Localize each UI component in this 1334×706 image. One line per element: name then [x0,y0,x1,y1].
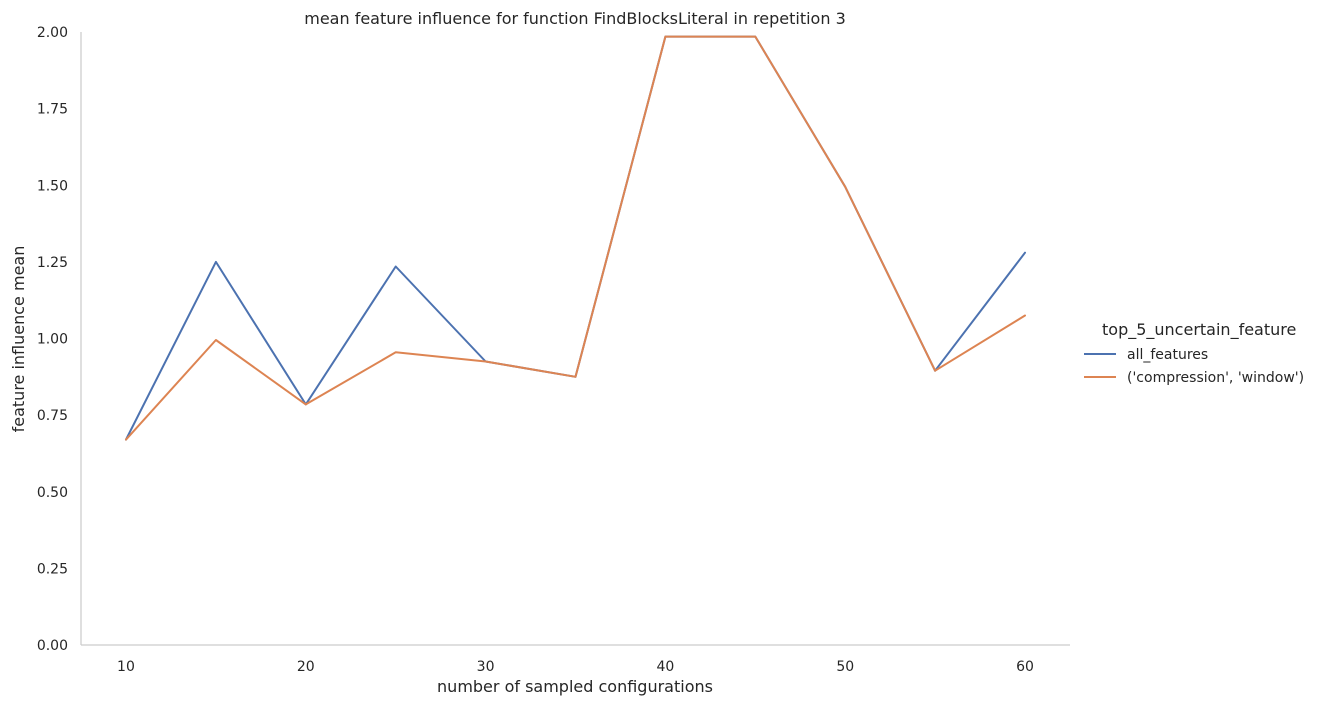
legend: top_5_uncertain_feature all_features ('co… [1084,320,1304,386]
y-tick-label: 1.25 [37,255,68,271]
x-tick-label: 20 [297,659,315,675]
y-tick-label: 0.75 [37,408,68,424]
y-tick-labels: 0.00 0.25 0.50 0.75 1.00 1.25 1.50 1.75 2.00 [37,25,68,654]
series-lines [125,35,1026,441]
y-tick-label: 1.50 [37,178,68,194]
x-tick-label: 10 [117,659,135,675]
x-tick-labels: 10 20 30 40 50 60 [117,659,1034,675]
y-tick-label: 2.00 [37,25,68,41]
y-tick-label: 0.50 [37,485,68,501]
legend-title: top_5_uncertain_feature [1102,320,1296,340]
y-tick-label: 0.00 [37,638,68,654]
x-axis-title: number of sampled configurations [437,677,713,696]
series-line-0 [125,35,1026,441]
x-tick-label: 60 [1016,659,1034,675]
y-tick-label: 0.25 [37,561,68,577]
y-tick-label: 1.75 [37,102,68,118]
series-line-1 [125,35,1026,441]
y-tick-label: 1.00 [37,332,68,348]
legend-label-1: ('compression', 'window') [1127,370,1304,386]
x-tick-label: 30 [477,659,495,675]
chart-title: mean feature influence for function Find… [304,9,846,28]
legend-label-0: all_features [1127,347,1208,363]
x-tick-label: 50 [836,659,854,675]
x-tick-label: 40 [656,659,674,675]
legend-items: all_features ('compression', 'window') [1084,347,1304,386]
y-axis-title: feature influence mean [9,246,28,433]
axes [80,32,1070,646]
